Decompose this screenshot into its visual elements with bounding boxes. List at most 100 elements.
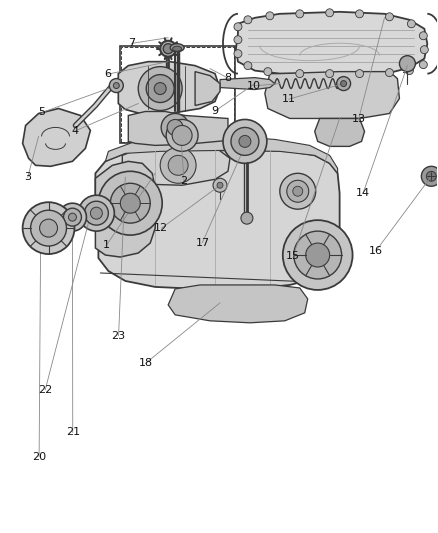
Circle shape — [68, 213, 77, 221]
Circle shape — [306, 243, 330, 267]
Text: 10: 10 — [247, 81, 261, 91]
Circle shape — [64, 208, 81, 226]
Text: 15: 15 — [286, 251, 300, 261]
Circle shape — [426, 171, 436, 181]
Circle shape — [161, 114, 189, 141]
Text: 11: 11 — [282, 94, 296, 104]
Circle shape — [419, 61, 427, 69]
Text: 9: 9 — [211, 107, 218, 116]
Circle shape — [160, 41, 176, 56]
Text: 17: 17 — [195, 238, 209, 248]
Text: 1: 1 — [103, 240, 110, 251]
Circle shape — [356, 70, 364, 78]
Text: 22: 22 — [38, 385, 53, 395]
Polygon shape — [118, 62, 220, 114]
Text: 6: 6 — [104, 69, 111, 79]
Polygon shape — [23, 109, 90, 166]
Circle shape — [341, 80, 346, 86]
Text: 18: 18 — [138, 358, 153, 368]
Text: 16: 16 — [369, 246, 383, 255]
Text: 3: 3 — [24, 172, 31, 182]
Circle shape — [406, 67, 413, 75]
Ellipse shape — [170, 44, 184, 52]
Circle shape — [419, 32, 427, 40]
Circle shape — [217, 182, 223, 188]
Circle shape — [231, 127, 259, 155]
Circle shape — [90, 207, 102, 219]
Text: 20: 20 — [32, 451, 46, 462]
Circle shape — [356, 10, 364, 18]
Circle shape — [23, 202, 74, 254]
Circle shape — [160, 148, 196, 183]
Circle shape — [337, 77, 350, 91]
Circle shape — [399, 55, 415, 71]
Circle shape — [163, 44, 173, 54]
Polygon shape — [220, 78, 275, 90]
Polygon shape — [236, 12, 427, 74]
Circle shape — [244, 62, 252, 70]
Circle shape — [239, 135, 251, 148]
Circle shape — [287, 180, 309, 202]
Circle shape — [99, 171, 162, 235]
Circle shape — [296, 70, 304, 78]
Text: 12: 12 — [154, 223, 169, 233]
Circle shape — [154, 83, 166, 94]
Text: 14: 14 — [356, 188, 370, 198]
Circle shape — [120, 193, 140, 213]
Circle shape — [280, 173, 316, 209]
Circle shape — [294, 231, 342, 279]
Circle shape — [421, 166, 438, 186]
Circle shape — [326, 9, 334, 17]
Polygon shape — [128, 111, 228, 146]
Circle shape — [234, 23, 242, 31]
Circle shape — [31, 210, 67, 246]
Circle shape — [223, 119, 267, 163]
Polygon shape — [95, 161, 155, 257]
Bar — [121, 47, 234, 142]
Circle shape — [39, 219, 57, 237]
Text: 5: 5 — [39, 108, 46, 117]
Circle shape — [59, 203, 86, 231]
Ellipse shape — [173, 46, 182, 51]
Circle shape — [283, 220, 353, 290]
Text: 21: 21 — [66, 427, 80, 437]
Text: 7: 7 — [128, 38, 135, 49]
Circle shape — [213, 178, 227, 192]
Circle shape — [166, 119, 198, 151]
Circle shape — [266, 12, 274, 20]
Polygon shape — [168, 285, 308, 323]
Circle shape — [110, 183, 150, 223]
Polygon shape — [95, 150, 339, 289]
Circle shape — [293, 186, 303, 196]
Circle shape — [407, 20, 415, 28]
Circle shape — [138, 67, 182, 110]
Bar — [120, 46, 235, 143]
Text: 23: 23 — [112, 330, 126, 341]
Circle shape — [326, 70, 334, 78]
Circle shape — [241, 212, 253, 224]
Circle shape — [113, 83, 119, 88]
Text: 4: 4 — [71, 126, 78, 136]
Circle shape — [234, 36, 242, 44]
Text: 2: 2 — [180, 176, 187, 187]
Circle shape — [78, 195, 114, 231]
Circle shape — [234, 50, 242, 58]
Circle shape — [296, 10, 304, 18]
Circle shape — [172, 125, 192, 146]
Circle shape — [420, 46, 428, 54]
Circle shape — [264, 68, 272, 76]
Circle shape — [385, 13, 393, 21]
Circle shape — [146, 75, 174, 102]
Circle shape — [110, 78, 124, 93]
Polygon shape — [195, 71, 220, 106]
Polygon shape — [314, 118, 364, 147]
Circle shape — [168, 155, 188, 175]
Circle shape — [167, 119, 183, 135]
Text: 8: 8 — [224, 73, 231, 83]
Text: 13: 13 — [352, 114, 366, 124]
Circle shape — [85, 201, 108, 225]
Polygon shape — [265, 71, 399, 118]
Polygon shape — [106, 136, 338, 173]
Polygon shape — [122, 143, 230, 185]
Circle shape — [244, 16, 252, 24]
